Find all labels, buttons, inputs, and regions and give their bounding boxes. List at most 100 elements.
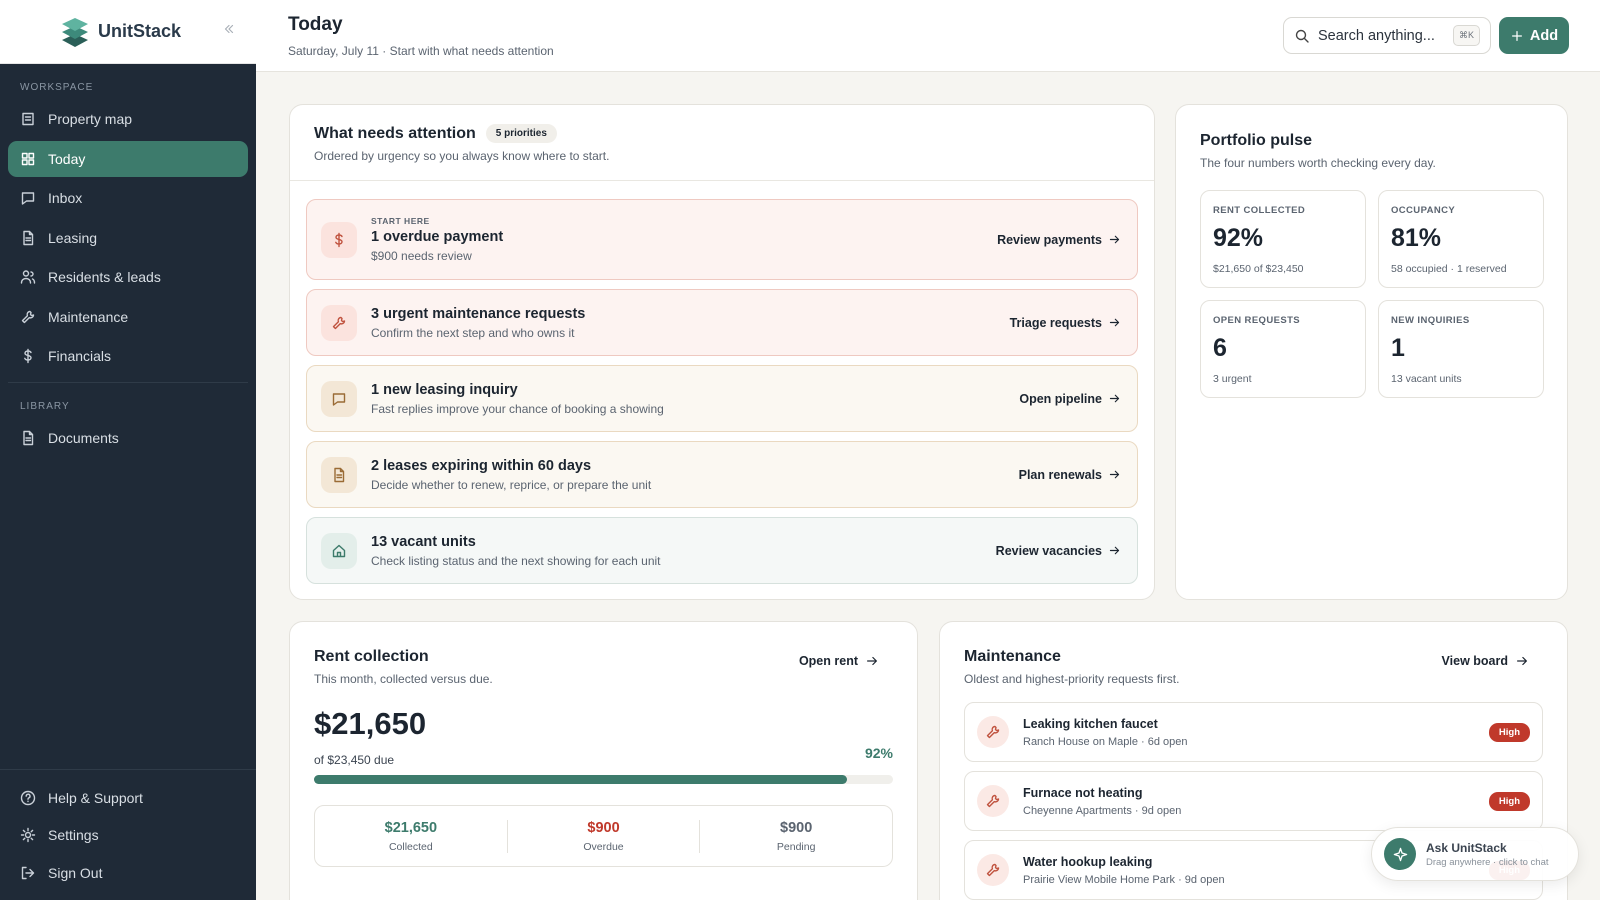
request-icon: [977, 854, 1009, 886]
request-meta: Prairie View Mobile Home Park · 9d open: [1023, 873, 1225, 886]
icon-path: [1511, 30, 1522, 41]
icon-path: [1393, 847, 1407, 861]
icon-path: [986, 794, 1000, 808]
request-title: Leaking kitchen faucet: [1023, 716, 1158, 731]
icon-path: [332, 392, 346, 406]
stat-label: NEW INQUIRIES: [1391, 315, 1470, 326]
stat-value: 81%: [1391, 224, 1442, 252]
nav-item[interactable]: Leasing: [8, 220, 248, 256]
card-title: What needs attention 5 priorities: [314, 124, 1130, 143]
page-subtitle: Saturday, July 11 · Start with what need…: [288, 44, 554, 58]
item-title: 3 urgent maintenance requests: [371, 305, 586, 322]
divider: [8, 382, 248, 383]
breakdown-value: $21,650: [384, 819, 438, 836]
stat-tile: NEW INQUIRIES 1 13 vacant units: [1378, 300, 1544, 398]
icon-path: [1109, 394, 1120, 403]
item-text: 1 new leasing inquiry Fast replies improv…: [371, 382, 664, 416]
icon-path: [1109, 546, 1120, 555]
icon-path: [21, 152, 35, 165]
search-placeholder: Search anything...: [1318, 27, 1435, 44]
page-title: Today: [288, 14, 343, 35]
icon-path: [21, 310, 35, 323]
nav-item[interactable]: Settings: [8, 817, 248, 853]
assistant-button[interactable]: Ask UnitStack Drag anywhere · click to ch…: [1371, 827, 1579, 881]
icon-path: [20, 790, 36, 805]
request-text: Furnace not heating Cheyenne Apartments ·…: [1023, 786, 1181, 817]
attention-item[interactable]: 1 new leasing inquiry Fast replies improv…: [306, 365, 1138, 432]
request-row[interactable]: Furnace not heating Cheyenne Apartments ·…: [964, 771, 1543, 831]
action-label: Triage requests: [1009, 315, 1102, 330]
nav-item[interactable]: Help & Support: [8, 780, 248, 816]
icon-path: [1517, 656, 1527, 666]
breakdown-label: Overdue: [583, 840, 624, 853]
stat-note: 3 urgent: [1213, 373, 1252, 385]
pulse-card: Portfolio pulse The four numbers worth ch…: [1175, 104, 1568, 600]
stat-note: 58 occupied · 1 reserved: [1391, 263, 1507, 275]
search-box[interactable]: Search anything... ⌘K: [1283, 17, 1491, 54]
icon-path: [224, 24, 234, 34]
item-action[interactable]: Open pipeline: [1019, 392, 1121, 406]
item-text: 13 vacant units Check listing status and …: [371, 534, 661, 568]
stat-value: 92%: [1213, 224, 1264, 252]
nav-item[interactable]: Sign Out: [8, 855, 248, 891]
icon-path: [986, 725, 1000, 739]
attention-item[interactable]: 3 urgent maintenance requests Confirm the…: [306, 289, 1138, 356]
item-action[interactable]: Triage requests: [1010, 316, 1121, 330]
icon: [24, 348, 32, 364]
icon-path: [23, 230, 34, 245]
item-action[interactable]: Review payments: [997, 233, 1121, 247]
progress-label: 92%: [864, 745, 893, 761]
collapse-button[interactable]: [222, 22, 236, 40]
nav-item[interactable]: Inbox: [8, 180, 248, 216]
item-text: START HERE 1 overdue payment $900 needs re…: [371, 216, 503, 263]
assistant-title: Ask UnitStack: [1426, 840, 1507, 855]
request-row[interactable]: Leaking kitchen faucet Ranch House on Map…: [964, 702, 1543, 762]
attention-item[interactable]: 13 vacant units Check listing status and …: [306, 517, 1138, 584]
action-label: Review vacancies: [995, 543, 1102, 558]
logo-layer: [62, 17, 88, 31]
icon: [21, 310, 35, 323]
item-action[interactable]: Review vacancies: [996, 544, 1121, 558]
icon: [22, 112, 34, 126]
nav-item[interactable]: Property map: [8, 101, 248, 137]
breakdown-label: Pending: [776, 840, 816, 853]
attention-item[interactable]: 2 leases expiring within 60 days Decide w…: [306, 441, 1138, 508]
card-action[interactable]: View board: [1442, 654, 1529, 668]
request-text: Leaking kitchen faucet Ranch House on Map…: [1023, 717, 1188, 748]
nav-item[interactable]: Financials: [8, 338, 248, 374]
stat-note: $21,650 of $23,450: [1213, 263, 1304, 275]
priority-pill: High: [1488, 791, 1530, 811]
card-title: Maintenance: [964, 648, 1061, 665]
nav-item[interactable]: Residents & leads: [8, 259, 248, 295]
icon: [332, 316, 346, 329]
item-title: 2 leases expiring within 60 days: [371, 457, 592, 474]
nav-item[interactable]: Maintenance: [8, 299, 248, 335]
sidebar-footer: Help & Support Settings Sign Out: [0, 768, 256, 893]
request-text: Water hookup leaking Prairie View Mobile …: [1023, 855, 1225, 886]
header: Today Saturday, July 11 · Start with what…: [256, 0, 1600, 72]
icon: [1517, 656, 1527, 666]
item-text: 3 urgent maintenance requests Confirm the…: [371, 306, 585, 340]
nav-item[interactable]: Documents: [8, 420, 248, 456]
icon-path: [867, 656, 877, 666]
stat-tile: OPEN REQUESTS 6 3 urgent: [1200, 300, 1366, 398]
icon: [986, 863, 1000, 877]
add-button[interactable]: Add: [1499, 17, 1569, 54]
stat-value: 6: [1213, 334, 1227, 362]
breakdown-cell: $21,650 Collected: [315, 820, 507, 853]
card-action[interactable]: Open rent: [799, 654, 879, 668]
item-action[interactable]: Plan renewals: [1019, 468, 1121, 482]
maintenance-card: Maintenance Oldest and highest-priority r…: [939, 621, 1568, 900]
eyebrow: START HERE: [371, 216, 430, 226]
assistant-icon: [1384, 838, 1416, 870]
icon: [1109, 470, 1120, 479]
icon: [986, 725, 1000, 739]
attention-item[interactable]: START HERE 1 overdue payment $900 needs re…: [306, 199, 1138, 280]
nav-label: Leasing: [48, 229, 98, 246]
nav-item[interactable]: Today: [8, 140, 248, 177]
nav-label: Documents: [48, 430, 119, 446]
title-text: What needs attention: [314, 125, 476, 142]
icon: [867, 656, 877, 666]
icon: [224, 24, 234, 34]
item-text: 2 leases expiring within 60 days Decide w…: [371, 458, 651, 492]
